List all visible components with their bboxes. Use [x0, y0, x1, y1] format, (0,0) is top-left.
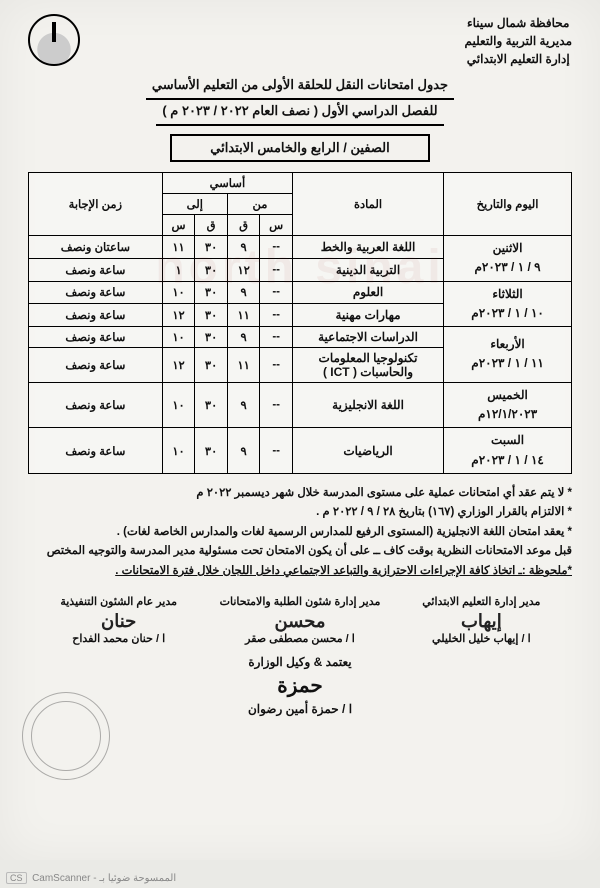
col-from: من	[227, 194, 292, 215]
from-h: --	[260, 428, 293, 473]
header-text: محافظة شمال سيناء مديرية التربية والتعلي…	[464, 14, 572, 68]
duration-cell: ساعة ونصف	[29, 258, 163, 281]
to-m: ٣٠	[195, 236, 228, 259]
to-m: ٣٠	[195, 382, 228, 427]
col-subject: المادة	[292, 173, 443, 236]
scanner-footer: CS CamScanner - الممسوحة ضوئيا بـ	[6, 873, 594, 884]
from-h: --	[260, 304, 293, 327]
to-h: ١٠	[162, 428, 195, 473]
approve-hand: حمزة	[28, 673, 572, 698]
from-h: --	[260, 326, 293, 347]
to-h: ١٢	[162, 347, 195, 382]
approve-title: يعتمد & وكيل الوزارة	[28, 655, 572, 669]
subject-cell: تكنولوجيا المعلومات والحاسبات ( ICT )	[292, 347, 443, 382]
day-cell: الأربعاء١١ / ١ / ٢٠٢٣م	[444, 326, 572, 382]
from-h: --	[260, 281, 293, 304]
title-line2: للفصل الدراسي الأول ( نصف العام ٢٠٢٢ / ٢…	[156, 100, 443, 126]
sig2-hand: محسن	[213, 612, 386, 630]
from-m: ١٢	[227, 258, 260, 281]
to-m: ٣٠	[195, 428, 228, 473]
subject-cell: العلوم	[292, 281, 443, 304]
duration-cell: ساعة ونصف	[29, 281, 163, 304]
duration-cell: ساعتان ونصف	[29, 236, 163, 259]
col-day: اليوم والتاريخ	[444, 173, 572, 236]
from-m: ٩	[227, 428, 260, 473]
duration-cell: ساعة ونصف	[29, 304, 163, 327]
approval-block: يعتمد & وكيل الوزارة حمزة ا / حمزة أمين …	[28, 655, 572, 716]
subject-cell: الرياضيات	[292, 428, 443, 473]
sig1-name: ا / إيهاب خليل الخليلي	[395, 632, 568, 645]
duration-cell: ساعة ونصف	[29, 347, 163, 382]
to-m: ٣٠	[195, 304, 228, 327]
col-m2: ق	[195, 215, 228, 236]
day-cell: الخميس١٢/١/٢٠٢٣م	[444, 382, 572, 427]
from-m: ١١	[227, 304, 260, 327]
duration-cell: ساعة ونصف	[29, 326, 163, 347]
governorate-logo	[28, 14, 80, 66]
col-h2: س	[162, 215, 195, 236]
to-h: ١	[162, 258, 195, 281]
to-h: ١٠	[162, 382, 195, 427]
to-m: ٣٠	[195, 347, 228, 382]
sig3-name: ا / حنان محمد الفداح	[32, 632, 205, 645]
sig1-hand: إيهاب	[395, 612, 568, 630]
official-stamp	[22, 692, 110, 780]
col-h1: س	[260, 215, 293, 236]
col-duration: زمن الإجابة	[29, 173, 163, 236]
from-h: --	[260, 382, 293, 427]
sig3-hand: حنان	[32, 612, 205, 630]
document-title: جدول امتحانات النقل للحلقة الأولى من الت…	[28, 74, 572, 126]
sig2-name: ا / محسن مصطفى صقر	[213, 632, 386, 645]
from-m: ٩	[227, 382, 260, 427]
from-h: --	[260, 347, 293, 382]
col-to: إلى	[162, 194, 227, 215]
from-m: ٩	[227, 236, 260, 259]
directorate: مديرية التربية والتعليم	[464, 32, 572, 50]
col-m1: ق	[227, 215, 260, 236]
day-cell: الاثنين٩ / ١ / ٢٠٢٣م	[444, 236, 572, 281]
sig3-title: مدير عام الشئون التنفيذية	[32, 595, 205, 608]
subject-cell: اللغة الانجليزية	[292, 382, 443, 427]
to-m: ٣٠	[195, 258, 228, 281]
grades-box: الصفين / الرابع والخامس الابتدائي	[170, 134, 430, 162]
to-h: ١٠	[162, 326, 195, 347]
subject-cell: الدراسات الاجتماعية	[292, 326, 443, 347]
day-cell: السبت١٤ / ١ / ٢٠٢٣م	[444, 428, 572, 473]
to-h: ١٠	[162, 281, 195, 304]
duration-cell: ساعة ونصف	[29, 382, 163, 427]
to-h: ١٢	[162, 304, 195, 327]
gov-name: محافظة شمال سيناء	[464, 14, 572, 32]
day-cell: الثلاثاء١٠ / ١ / ٢٠٢٣م	[444, 281, 572, 326]
department: إدارة التعليم الابتدائي	[464, 50, 572, 68]
notes-block: * لا يتم عقد أي امتحانات عملية على مستوى…	[28, 484, 572, 582]
note-1: * لا يتم عقد أي امتحانات عملية على مستوى…	[28, 484, 572, 504]
note-4: قبل موعد الامتحانات النظرية بوقت كاف ــ …	[28, 542, 572, 562]
sig2-title: مدير إدارة شئون الطلبة والامتحانات	[213, 595, 386, 608]
to-h: ١١	[162, 236, 195, 259]
subject-cell: مهارات مهنية	[292, 304, 443, 327]
note-3: * يعقد امتحان اللغة الانجليزية (المستوى …	[28, 523, 572, 543]
to-m: ٣٠	[195, 326, 228, 347]
signatures-row: مدير إدارة التعليم الابتدائي إيهاب ا / إ…	[28, 595, 572, 645]
from-h: --	[260, 258, 293, 281]
duration-cell: ساعة ونصف	[29, 428, 163, 473]
title-line1: جدول امتحانات النقل للحلقة الأولى من الت…	[146, 74, 454, 100]
note-bold: *ملحوظة :ـ اتخاذ كافة الإجراءات الاحتراز…	[28, 562, 572, 582]
from-m: ٩	[227, 281, 260, 304]
approve-name: ا / حمزة أمين رضوان	[28, 702, 572, 716]
from-m: ٩	[227, 326, 260, 347]
subject-cell: التربية الدينية	[292, 258, 443, 281]
camscanner-icon: CS	[6, 872, 27, 884]
to-m: ٣٠	[195, 281, 228, 304]
from-m: ١١	[227, 347, 260, 382]
sig1-title: مدير إدارة التعليم الابتدائي	[395, 595, 568, 608]
note-2: * الالتزام بالقرار الوزاري (١٦٧) بتاريخ …	[28, 503, 572, 523]
schedule-table: اليوم والتاريخ المادة أساسي زمن الإجابة …	[28, 172, 572, 474]
from-h: --	[260, 236, 293, 259]
subject-cell: اللغة العربية والخط	[292, 236, 443, 259]
col-group: أساسي	[162, 173, 292, 194]
